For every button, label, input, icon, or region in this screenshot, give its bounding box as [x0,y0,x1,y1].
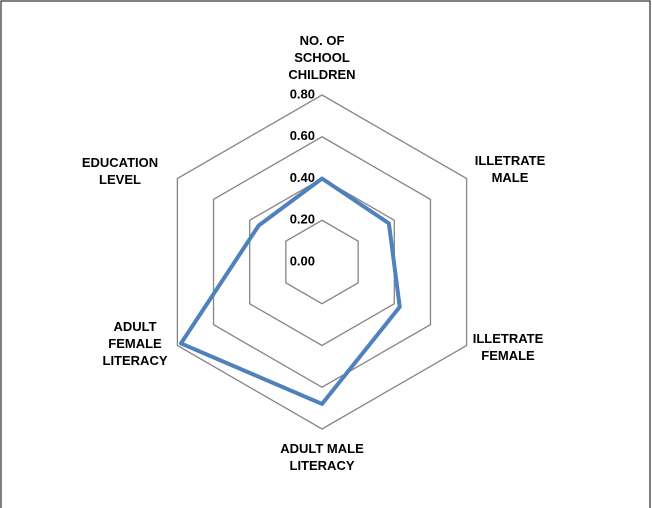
r-tick-label: 0.60 [290,128,315,143]
r-tick-label: 0.00 [290,253,315,268]
category-label: EDUCATION LEVEL [81,155,159,187]
grid-ring [249,177,395,347]
r-tick-label: 0.20 [290,212,315,227]
grid-ring [285,219,359,305]
grid-ring [212,135,432,389]
grid-ring [176,94,468,430]
category-label: NO. OF SCHOOL CHILDREN [288,33,356,82]
category-label: ILLETRATE FEMALE [472,331,544,363]
category-label: ADULT MALE LITERACY [280,441,364,473]
series-line [178,176,402,406]
r-tick-label: 0.40 [290,170,315,185]
r-tick-label: 0.80 [290,86,315,101]
category-label: ILLETRATE MALE [474,153,546,185]
category-label: ADULT FEMALE LITERACY [102,319,168,368]
